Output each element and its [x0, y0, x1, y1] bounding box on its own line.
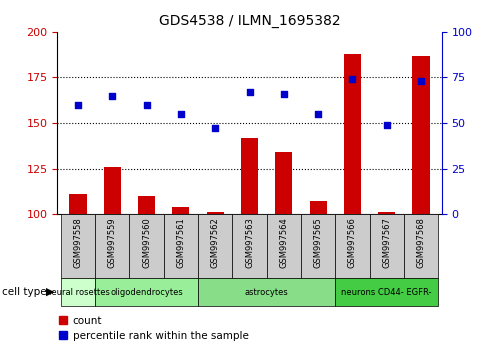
- Bar: [164, 214, 198, 278]
- Point: [383, 122, 391, 128]
- Bar: [266, 214, 301, 278]
- Point: [211, 126, 219, 131]
- Bar: [172, 207, 190, 214]
- Bar: [61, 214, 95, 278]
- Point: [314, 111, 322, 117]
- Text: GSM997566: GSM997566: [348, 217, 357, 268]
- Bar: [104, 167, 121, 214]
- Bar: [413, 56, 430, 214]
- Legend: count, percentile rank within the sample: count, percentile rank within the sample: [55, 312, 252, 345]
- Text: GSM997561: GSM997561: [176, 217, 186, 268]
- Text: GSM997564: GSM997564: [279, 217, 288, 268]
- Point: [280, 91, 288, 97]
- Bar: [301, 214, 335, 278]
- Bar: [61, 278, 95, 306]
- Text: GSM997558: GSM997558: [73, 217, 82, 268]
- Bar: [95, 214, 129, 278]
- Text: GSM997562: GSM997562: [211, 217, 220, 268]
- Bar: [207, 212, 224, 214]
- Bar: [378, 212, 395, 214]
- Bar: [198, 278, 335, 306]
- Text: cell type: cell type: [2, 287, 47, 297]
- Bar: [95, 278, 198, 306]
- Text: GSM997559: GSM997559: [108, 217, 117, 268]
- Text: neural rosettes: neural rosettes: [46, 287, 110, 297]
- Text: GSM997568: GSM997568: [417, 217, 426, 268]
- Bar: [69, 194, 86, 214]
- Point: [417, 78, 425, 84]
- Bar: [344, 54, 361, 214]
- Bar: [233, 214, 266, 278]
- Point: [108, 93, 116, 98]
- Point: [348, 76, 356, 82]
- Bar: [309, 201, 327, 214]
- Title: GDS4538 / ILMN_1695382: GDS4538 / ILMN_1695382: [159, 14, 340, 28]
- Point: [74, 102, 82, 108]
- Bar: [129, 214, 164, 278]
- Point: [246, 89, 253, 95]
- Bar: [275, 152, 292, 214]
- Text: neurons CD44- EGFR-: neurons CD44- EGFR-: [341, 287, 432, 297]
- Point: [143, 102, 151, 108]
- Text: oligodendrocytes: oligodendrocytes: [110, 287, 183, 297]
- Text: astrocytes: astrocytes: [245, 287, 288, 297]
- Text: ▶: ▶: [46, 287, 54, 297]
- Bar: [335, 278, 438, 306]
- Point: [177, 111, 185, 117]
- Bar: [335, 214, 370, 278]
- Bar: [241, 138, 258, 214]
- Bar: [138, 196, 155, 214]
- Bar: [370, 214, 404, 278]
- Text: GSM997563: GSM997563: [245, 217, 254, 268]
- Text: GSM997560: GSM997560: [142, 217, 151, 268]
- Bar: [198, 214, 233, 278]
- Text: GSM997565: GSM997565: [313, 217, 323, 268]
- Bar: [404, 214, 438, 278]
- Text: GSM997567: GSM997567: [382, 217, 391, 268]
